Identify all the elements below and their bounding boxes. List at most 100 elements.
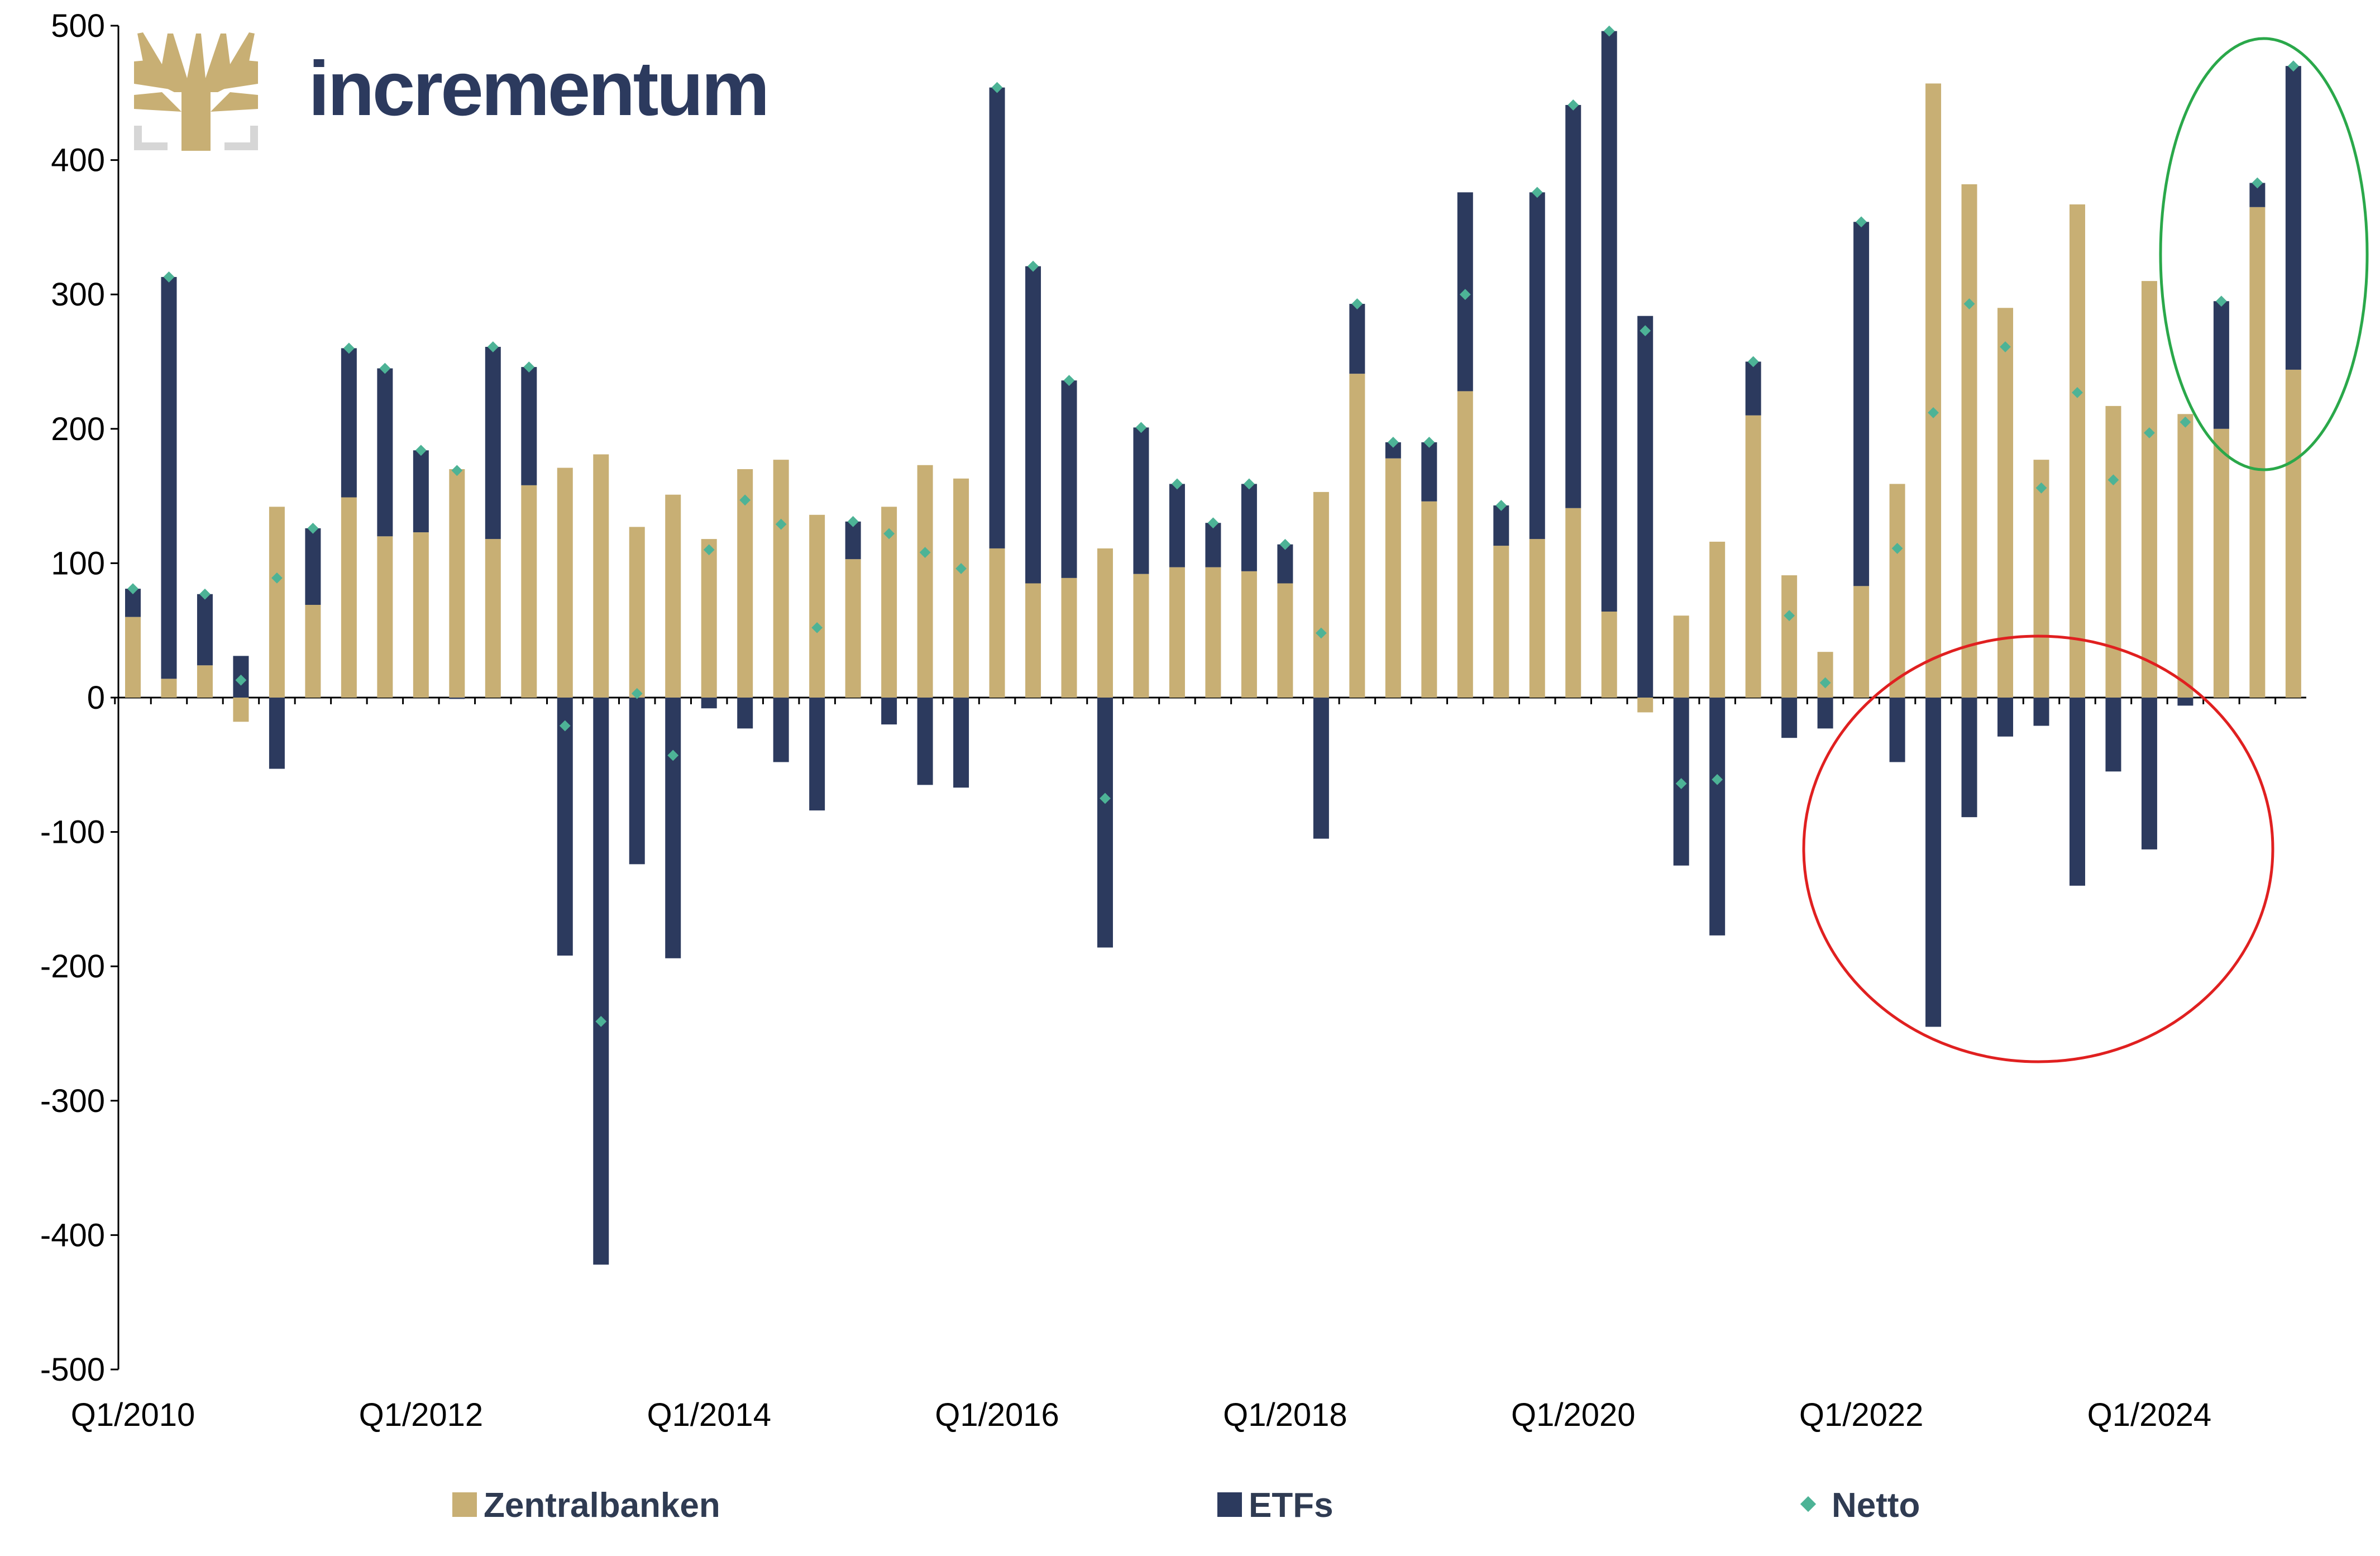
marker-netto [1315, 627, 1327, 639]
bar-zentralbanken [1133, 574, 1149, 698]
marker-netto [1891, 543, 1903, 554]
marker-netto [2216, 295, 2227, 307]
y-tick-label: 200 [51, 411, 105, 447]
marker-netto [595, 1015, 607, 1027]
marker-netto [1495, 500, 1507, 511]
bar-zentralbanken [809, 514, 825, 698]
legend-swatch-etfs [1217, 1492, 1242, 1517]
y-tick-label: -100 [40, 814, 105, 851]
bar-etfs [1601, 31, 1617, 612]
bar-etfs [701, 698, 717, 709]
marker-netto [307, 522, 319, 534]
bar-zentralbanken [701, 539, 717, 698]
bar-zentralbanken [1061, 577, 1077, 698]
bar-etfs [1169, 484, 1185, 567]
marker-netto [1423, 436, 1435, 448]
marker-netto [1459, 289, 1471, 300]
marker-netto [991, 82, 1003, 93]
legend-label-etfs: ETFs [1249, 1486, 1334, 1525]
bar-etfs [521, 367, 537, 485]
bars [125, 31, 2301, 1265]
bar-zentralbanken [2105, 405, 2121, 698]
y-tick-label: 300 [51, 276, 105, 313]
bar-zentralbanken [1745, 415, 1761, 698]
bar-zentralbanken [1241, 571, 1257, 698]
marker-netto [739, 494, 751, 506]
bar-zentralbanken [449, 469, 465, 698]
bar-etfs [1961, 698, 1977, 818]
bar-zentralbanken [485, 539, 501, 698]
marker-netto [1172, 478, 1183, 490]
bar-zentralbanken [125, 617, 141, 698]
bar-zentralbanken [521, 485, 537, 698]
y-tick-label: 400 [51, 142, 105, 179]
y-tick-label: 0 [87, 680, 105, 716]
bar-zentralbanken [989, 548, 1005, 698]
x-tick-label: Q1/2024 [2087, 1397, 2212, 1433]
bar-etfs [845, 521, 861, 560]
marker-netto [847, 516, 859, 527]
bar-zentralbanken [161, 679, 177, 698]
bar-etfs [1421, 442, 1437, 502]
bar-etfs [1889, 698, 1905, 762]
marker-netto [811, 622, 823, 633]
bar-zentralbanken [1565, 508, 1581, 698]
marker-netto [1784, 610, 1795, 622]
bar-zentralbanken [1025, 583, 1041, 698]
bar-zentralbanken [1529, 539, 1545, 698]
marker-netto [127, 583, 138, 595]
bar-etfs [557, 698, 573, 956]
bar-etfs [1817, 698, 1833, 729]
bar-zentralbanken [2213, 428, 2229, 698]
marker-netto [1675, 778, 1687, 789]
bar-zentralbanken [2285, 369, 2301, 698]
bar-zentralbanken [2249, 207, 2266, 698]
bar-etfs [1133, 427, 1149, 574]
bar-zentralbanken [1421, 501, 1437, 698]
bar-etfs [449, 698, 465, 699]
marker-netto [523, 361, 535, 373]
y-tick-label: 500 [51, 8, 105, 44]
bar-etfs [485, 347, 501, 540]
marker-netto [2035, 482, 2047, 494]
bar-etfs [881, 698, 897, 725]
marker-netto [1603, 25, 1615, 37]
y-tick-label: -500 [40, 1352, 105, 1388]
frame-icon [134, 126, 258, 150]
marker-netto [559, 720, 571, 732]
marker-netto [1819, 677, 1831, 689]
x-tick-label: Q1/2022 [1799, 1397, 1924, 1433]
logo-text: incrementum [308, 46, 768, 132]
bar-zentralbanken [1313, 491, 1329, 698]
bar-etfs [1781, 698, 1798, 738]
marker-netto [451, 465, 463, 476]
bar-etfs [269, 698, 285, 769]
bar-zentralbanken [2177, 414, 2193, 698]
bar-zentralbanken [773, 460, 789, 698]
bar-etfs [1637, 316, 1653, 698]
marker-netto [2000, 341, 2011, 352]
marker-netto [1351, 298, 1363, 309]
x-tick-label: Q1/2014 [647, 1397, 771, 1433]
bar-zentralbanken [1205, 567, 1221, 698]
marker-netto [1856, 216, 1867, 228]
marker-netto [1027, 260, 1039, 272]
marker-netto [1747, 356, 1759, 367]
bar-zentralbanken [1673, 615, 1689, 698]
bar-etfs [377, 368, 393, 537]
legend-swatch-netto [1800, 1496, 1817, 1512]
marker-netto [415, 445, 427, 456]
marker-netto [883, 528, 895, 540]
bar-zentralbanken [1457, 391, 1473, 698]
bar-zentralbanken [1889, 484, 1905, 698]
bar-etfs [737, 698, 753, 729]
marker-netto [631, 688, 643, 699]
bar-etfs [2105, 698, 2121, 772]
bar-zentralbanken [1925, 83, 1942, 698]
legend-label-netto: Netto [1832, 1486, 1920, 1525]
bar-etfs [1025, 266, 1041, 584]
x-tick-label: Q1/2012 [359, 1397, 484, 1433]
bar-zentralbanken [269, 507, 285, 698]
legend: Zentralbanken ETFs Netto [452, 1486, 1920, 1525]
y-tick-label: -200 [40, 948, 105, 985]
